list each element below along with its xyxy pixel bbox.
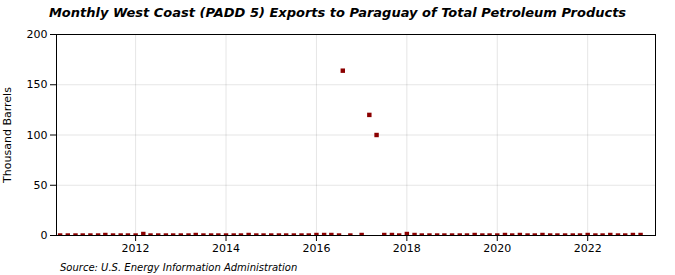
svg-text:2020: 2020: [483, 242, 511, 255]
html-text:Monthly West Coast (PADD 5) Ex: Monthly West Coast (PADD 5) Exports to P…: [48, 5, 627, 20]
svg-text:2016: 2016: [302, 242, 330, 255]
svg-text:0: 0: [41, 229, 48, 242]
svg-text:2014: 2014: [212, 242, 240, 255]
svg-text:50: 50: [34, 179, 48, 192]
svg-text:2022: 2022: [574, 242, 602, 255]
svg-text:200: 200: [27, 28, 48, 41]
svg-text:2012: 2012: [122, 242, 150, 255]
svg-text:100: 100: [27, 129, 48, 142]
svg-text:Thousand Barrels: Thousand Barrels: [1, 87, 14, 184]
html-text:Source: U.S. Energy Informatio: Source: U.S. Energy Information Administ…: [60, 262, 298, 273]
svg-text:2018: 2018: [393, 242, 421, 255]
svg-text:150: 150: [27, 78, 48, 91]
